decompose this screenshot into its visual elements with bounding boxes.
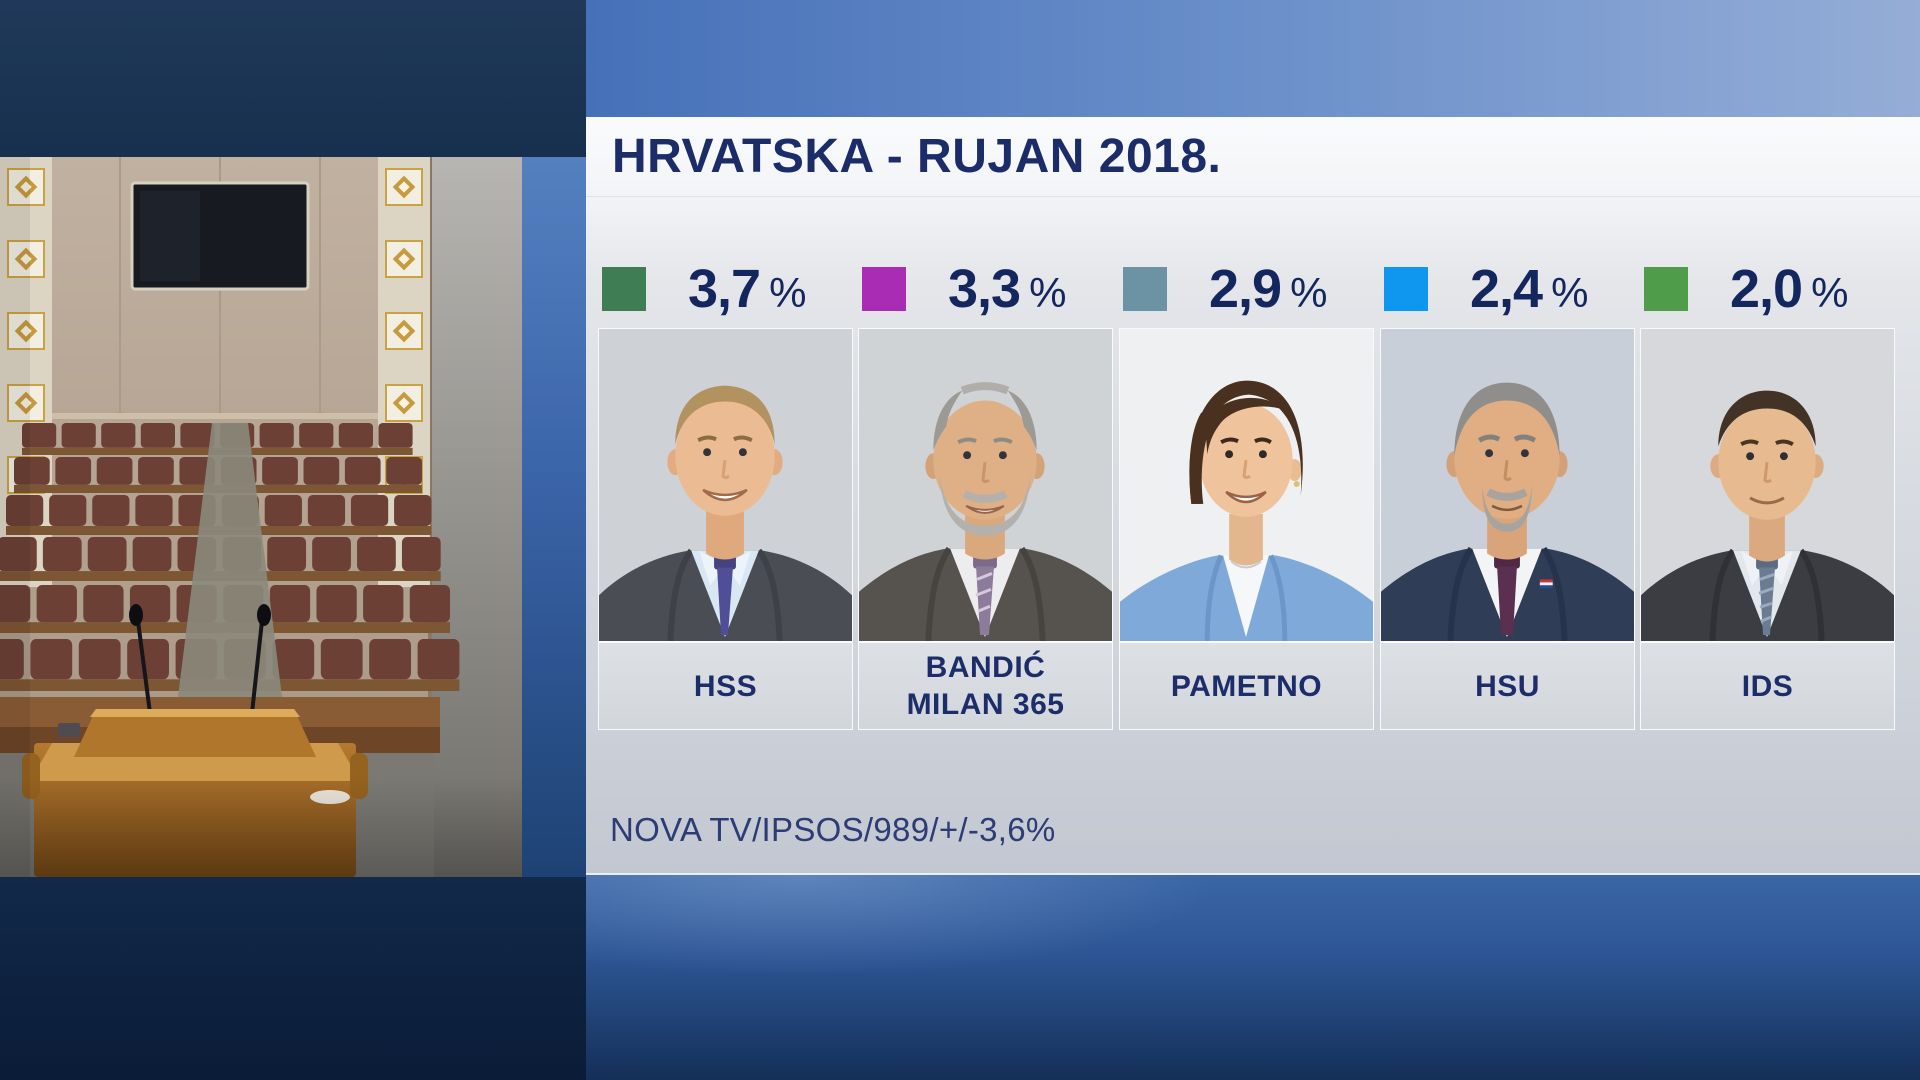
results-panel: HRVATSKA - RUJAN 2018. 3,7% bbox=[586, 117, 1920, 873]
party-name-ids: IDS bbox=[1641, 641, 1894, 729]
page-title: HRVATSKA - RUJAN 2018. bbox=[612, 130, 1222, 183]
portrait-photo-hss bbox=[599, 329, 852, 641]
top-blue-strip bbox=[586, 0, 1920, 117]
percentage-value-pametno: 2,9% bbox=[1209, 259, 1328, 319]
portrait-photo-hsu bbox=[1381, 329, 1634, 641]
parliament-chamber-photo bbox=[0, 157, 522, 877]
parliament-photo-illustration bbox=[0, 157, 522, 877]
legend-color-swatch-pametno bbox=[1123, 267, 1167, 311]
portrait-photo-bandic bbox=[859, 329, 1112, 641]
left-bottom-navy-band bbox=[0, 877, 586, 1080]
party-column-bandic: 3,3% bbox=[858, 259, 1113, 730]
party-column-hsu: 2,4% bbox=[1380, 259, 1635, 730]
portrait-woman-blue-blazer bbox=[1120, 329, 1373, 641]
party-name-bandic: BANDIĆ MILAN 365 bbox=[859, 641, 1112, 729]
poll-source-text: NOVA TV/IPSOS/989/+/-3,6% bbox=[610, 811, 1056, 848]
legend-color-swatch-hsu bbox=[1384, 267, 1428, 311]
legend-color-swatch-ids bbox=[1644, 267, 1688, 311]
portrait-man-gray-beard bbox=[859, 329, 1112, 641]
legend-item-hsu: 2,4% bbox=[1380, 259, 1635, 319]
portrait-man-dark-hair-striped-tie bbox=[1641, 329, 1894, 641]
legend-item-ids: 2,0% bbox=[1640, 259, 1895, 319]
party-card-pametno: PAMETNO bbox=[1119, 328, 1374, 730]
party-column-pametno: 2,9% bbox=[1119, 259, 1374, 730]
party-name-hsu: HSU bbox=[1381, 641, 1634, 729]
portrait-photo-pametno bbox=[1120, 329, 1373, 641]
percentage-value-hsu: 2,4% bbox=[1470, 259, 1589, 319]
legend-item-hss: 3,7% bbox=[598, 259, 853, 319]
party-card-bandic: BANDIĆ MILAN 365 bbox=[858, 328, 1113, 730]
legend-color-swatch-bandic bbox=[862, 267, 906, 311]
percentage-value-hss: 3,7% bbox=[688, 259, 807, 319]
party-card-hsu: HSU bbox=[1380, 328, 1635, 730]
party-card-ids: IDS bbox=[1640, 328, 1895, 730]
party-column-hss: 3,7% bbox=[598, 259, 853, 730]
legend-item-bandic: 3,3% bbox=[858, 259, 1113, 319]
portrait-man-blond-purple-tie bbox=[599, 329, 852, 641]
percentage-value-ids: 2,0% bbox=[1730, 259, 1849, 319]
left-top-navy-band bbox=[0, 0, 586, 157]
party-name-hss: HSS bbox=[599, 641, 852, 729]
party-card-hss: HSS bbox=[598, 328, 853, 730]
legend-color-swatch-hss bbox=[602, 267, 646, 311]
legend-item-pametno: 2,9% bbox=[1119, 259, 1374, 319]
party-name-pametno: PAMETNO bbox=[1120, 641, 1373, 729]
percentage-value-bandic: 3,3% bbox=[948, 259, 1067, 319]
portrait-man-gray-hair-goatee bbox=[1381, 329, 1634, 641]
portrait-photo-ids bbox=[1641, 329, 1894, 641]
party-column-ids: 2,0% bbox=[1640, 259, 1895, 730]
title-band: HRVATSKA - RUJAN 2018. bbox=[586, 117, 1920, 197]
blue-divider-strip bbox=[522, 157, 586, 877]
bottom-blue-band bbox=[586, 873, 1920, 1080]
